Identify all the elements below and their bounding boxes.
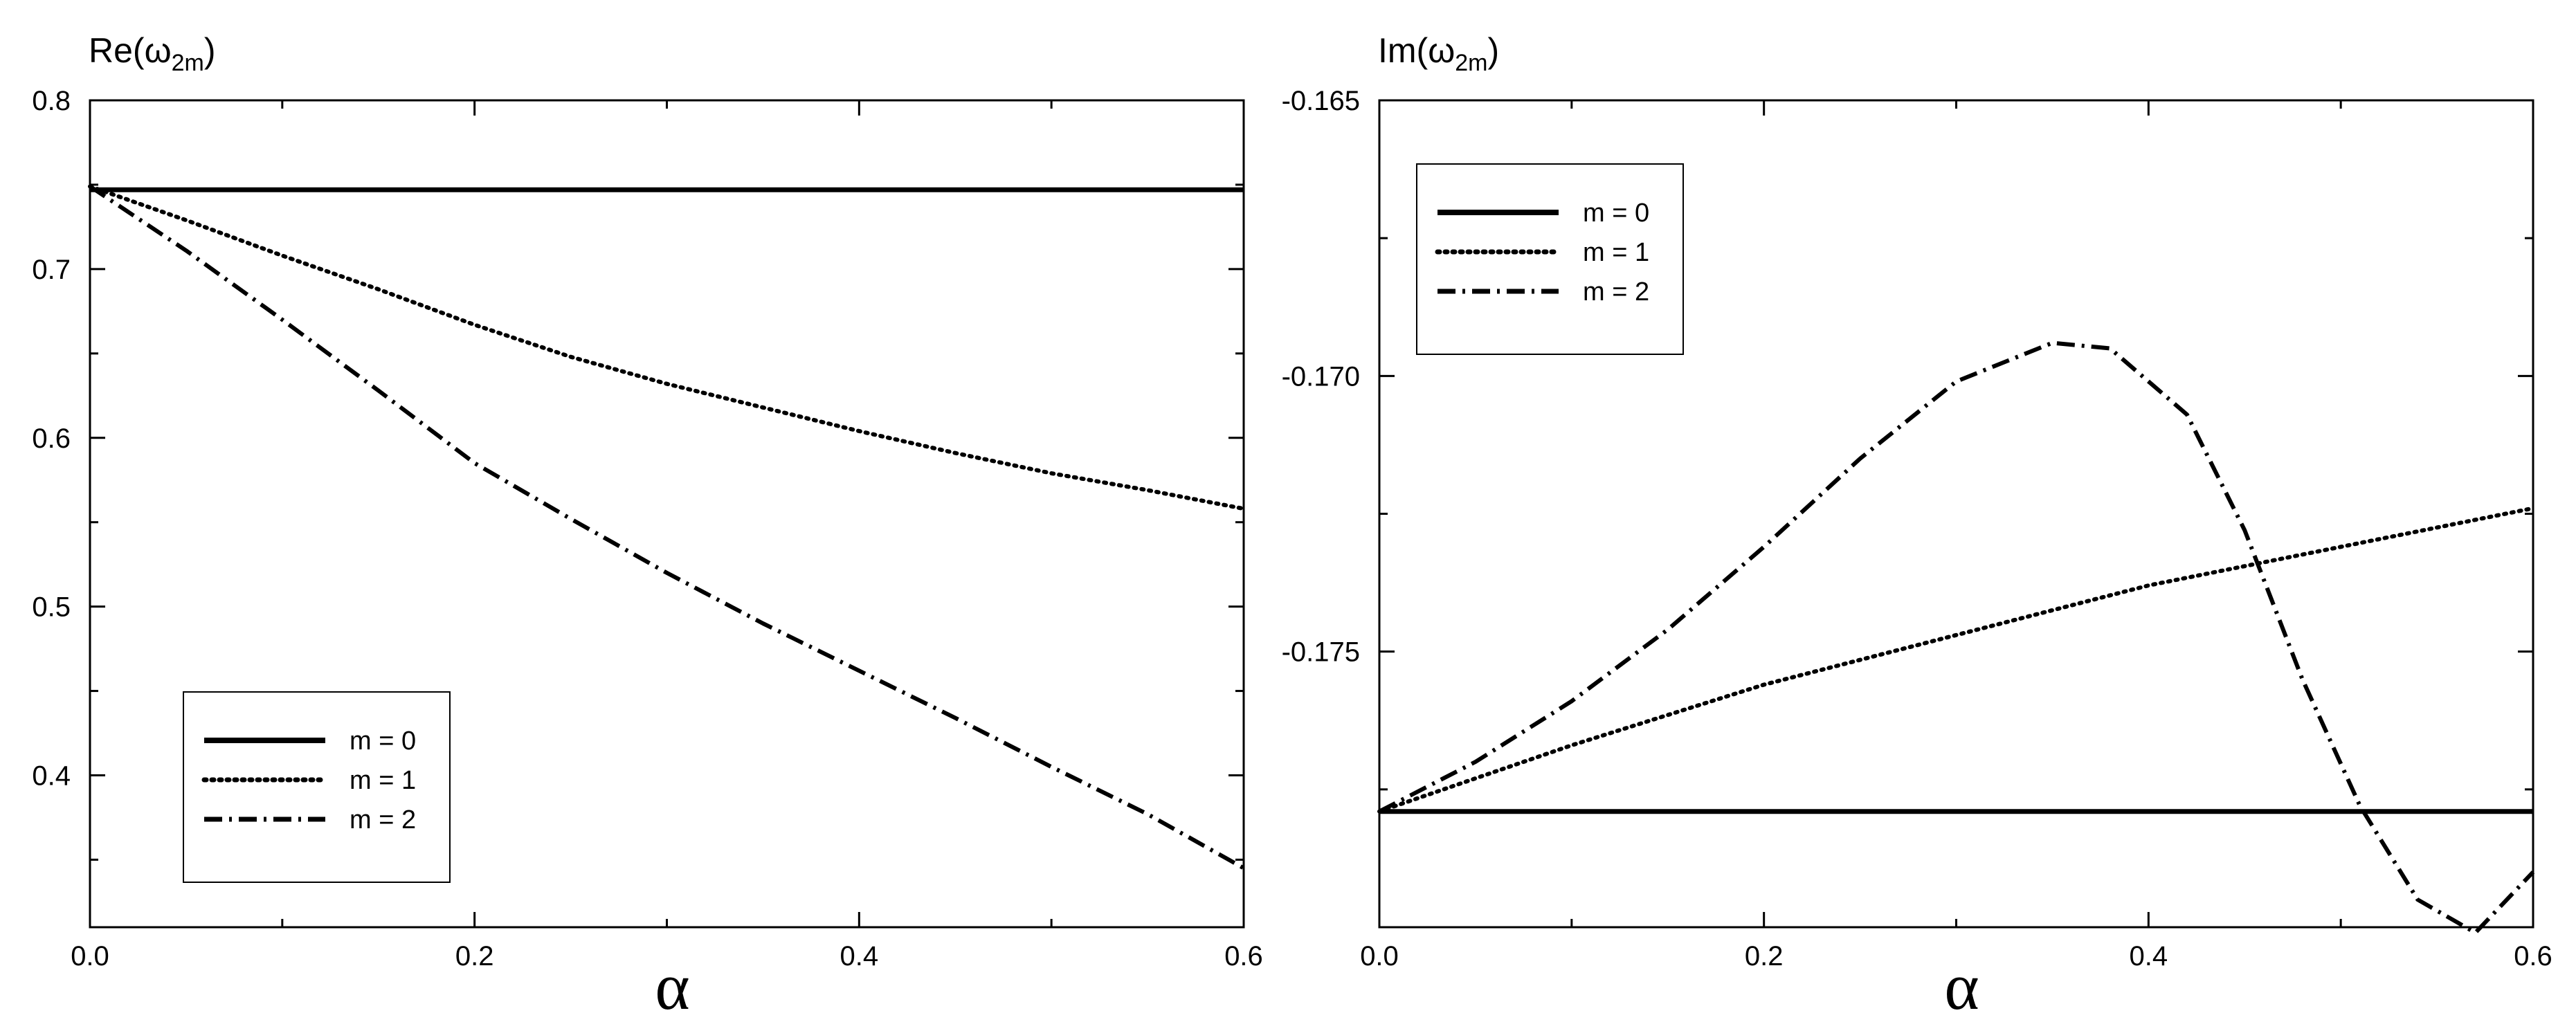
y-tick-label: 0.8 (32, 86, 71, 116)
y-tick-label: -0.175 (1282, 637, 1360, 668)
y-axis-label: Re(ω2m) (89, 31, 216, 76)
series-line-m1 (88, 184, 1246, 511)
y-tick-label: 0.5 (32, 592, 71, 623)
y-tick-label: 0.4 (32, 761, 71, 792)
y-tick-label: -0.165 (1282, 86, 1360, 116)
series-line-m2 (1378, 340, 2535, 935)
x-tick-label: 0.4 (2130, 941, 2168, 971)
x-tick-label: 0.6 (1224, 941, 1263, 971)
y-tick-label: 0.6 (32, 423, 71, 454)
legend: m = 0 m = 1 m = 2 (183, 691, 451, 883)
y-axis-label: Im(ω2m) (1378, 31, 1499, 76)
x-tick-label: 0.0 (71, 941, 109, 971)
series-line-m1 (1377, 506, 2535, 814)
x-axis-label: α (1944, 949, 1979, 1022)
legend-label: m = 1 (1583, 238, 1649, 267)
y-tick-label: -0.170 (1282, 361, 1360, 392)
x-tick-label: 0.0 (1360, 941, 1399, 971)
series-line-m2 (89, 184, 1245, 870)
x-axis-label: α (655, 949, 689, 1022)
legend-label: m = 0 (350, 727, 416, 756)
y-tick-label: 0.7 (32, 255, 71, 285)
x-tick-label: 0.2 (455, 941, 494, 971)
legend-box (1416, 163, 1684, 355)
legend: m = 0 m = 1 m = 2 (1416, 163, 1684, 355)
chart-panel-right: 0.0 0.2 0.4 0.6 -0.175 -0.170 -0.165 Im(ω2m) α m … (1282, 31, 2552, 1022)
legend-label: m = 2 (350, 805, 416, 834)
x-tick-label: 0.2 (1745, 941, 1784, 971)
legend-label: m = 2 (1583, 277, 1649, 307)
x-tick-label: 0.4 (840, 941, 879, 971)
legend-label: m = 1 (350, 766, 416, 795)
legend-label: m = 0 (1583, 199, 1649, 228)
x-tick-label: 0.6 (2514, 941, 2552, 971)
chart-panel-left: 0.0 0.2 0.4 0.6 0.4 0.5 0.6 0.7 0.8 Re(ω2m) α m = 0… (32, 31, 1262, 1022)
legend-box (183, 691, 451, 883)
